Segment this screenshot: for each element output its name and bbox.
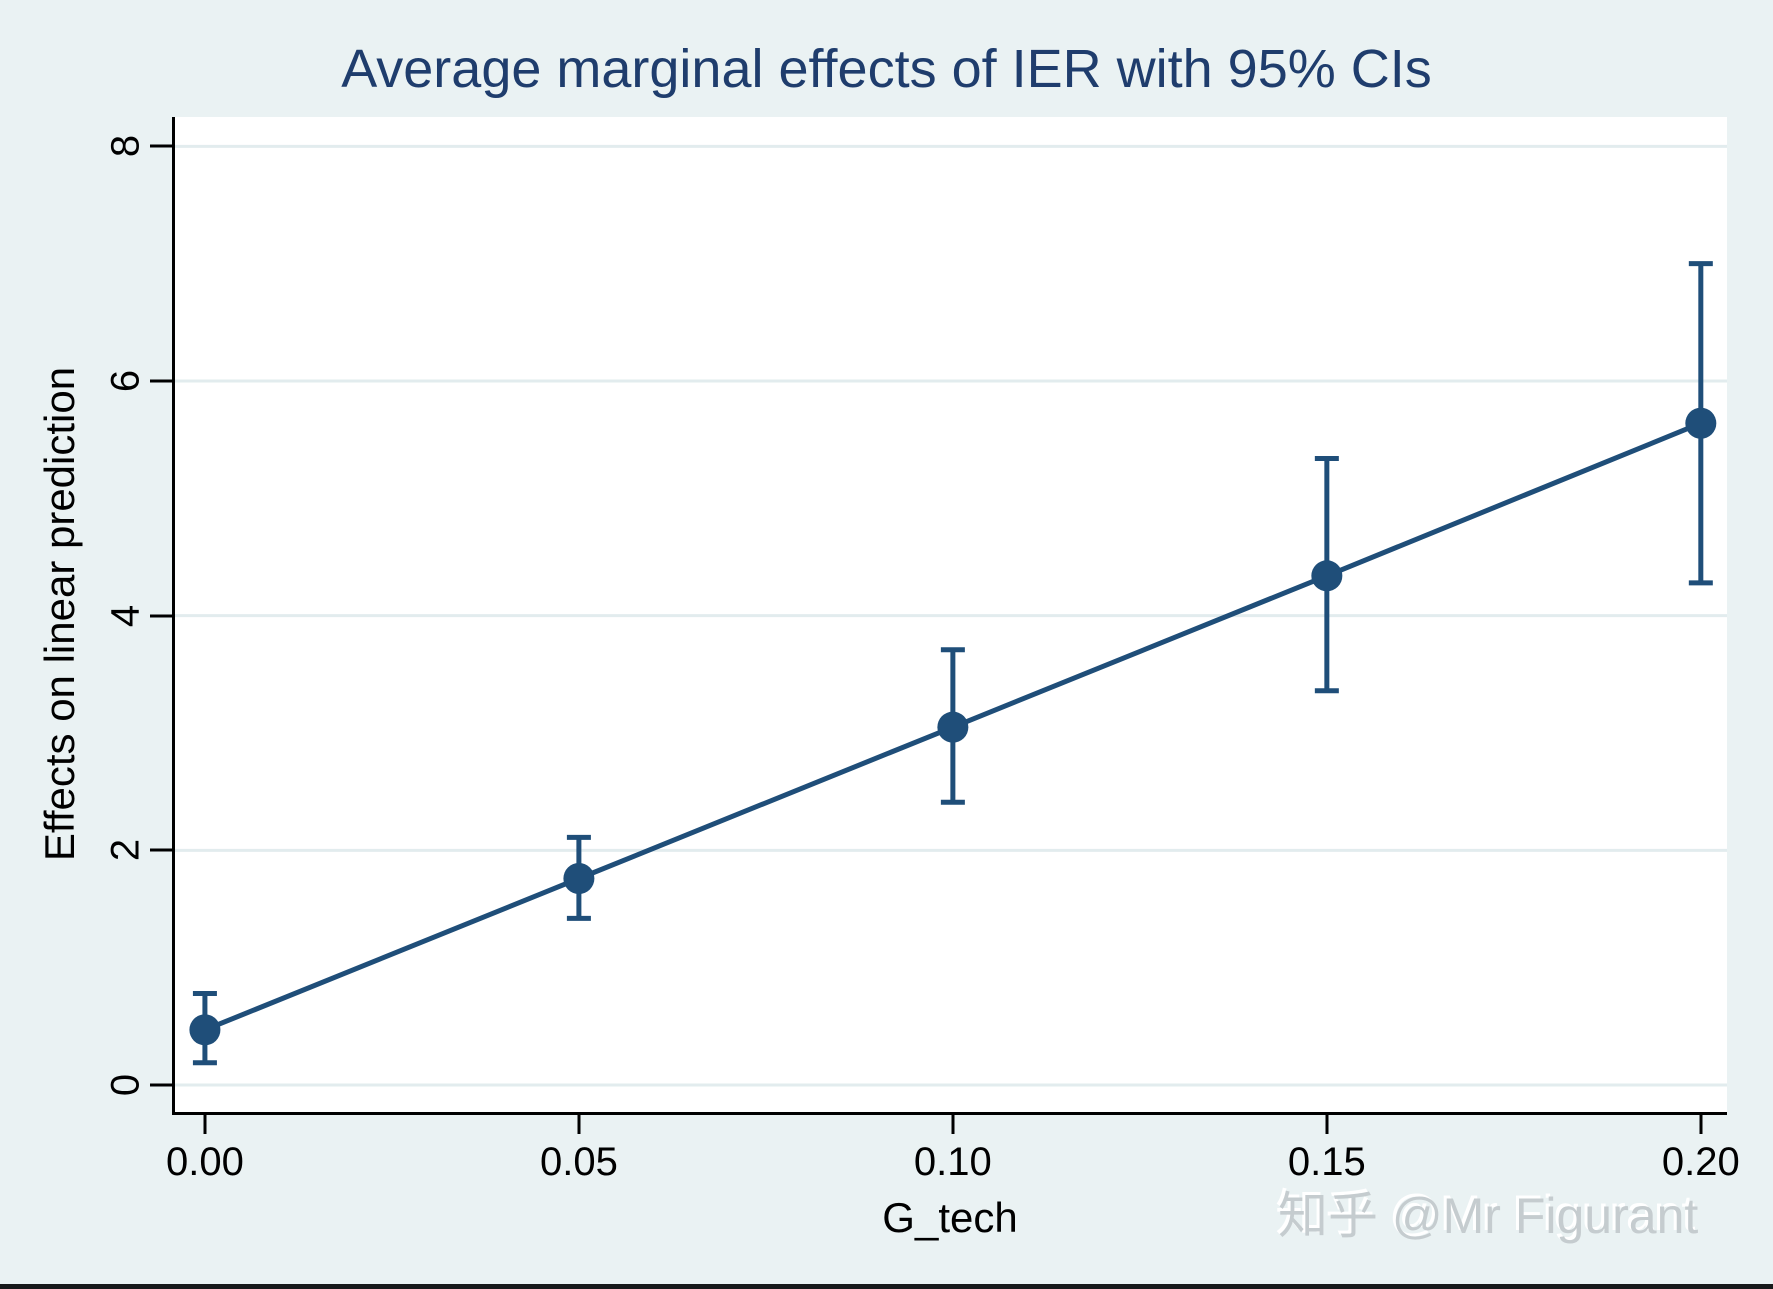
- x-tick-label: 0.05: [539, 1140, 618, 1184]
- y-tick-mark: [150, 614, 172, 618]
- data-point-marker: [189, 1014, 221, 1046]
- y-tick-mark: [150, 144, 172, 148]
- y-tick-label: 6: [103, 369, 148, 393]
- bottom-border-bar: [0, 1284, 1773, 1289]
- watermark: 知乎 @Mr Figurant: [1278, 1188, 1699, 1244]
- y-axis-title: Effects on linear prediction: [36, 366, 83, 862]
- x-tick-label: 0.10: [913, 1140, 992, 1184]
- y-tick-label: 8: [103, 135, 148, 158]
- x-tick-mark: [577, 1115, 581, 1134]
- x-tick-label: 0.15: [1287, 1140, 1366, 1184]
- data-point-marker: [1311, 560, 1343, 592]
- x-tick-mark: [951, 1115, 955, 1134]
- chart-svg: [175, 144, 1727, 1087]
- y-tick-mark: [150, 848, 172, 852]
- x-tick-mark: [203, 1115, 207, 1134]
- y-tick-label: 4: [103, 604, 148, 627]
- y-tick-mark: [150, 379, 172, 383]
- y-tick-label: 0: [103, 1073, 148, 1097]
- x-axis-title: G_tech: [882, 1194, 1018, 1241]
- plot-area: [172, 117, 1727, 1115]
- data-point-marker: [563, 863, 595, 895]
- data-point-marker: [1685, 407, 1717, 439]
- x-tick-label: 0.20: [1661, 1140, 1740, 1184]
- x-tick-label: 0.00: [165, 1140, 244, 1184]
- y-tick-label: 2: [103, 839, 148, 862]
- x-tick-mark: [1699, 1115, 1703, 1134]
- chart-title: Average marginal effects of IER with 95%…: [341, 39, 1432, 99]
- data-point-marker: [937, 711, 969, 743]
- y-tick-mark: [150, 1083, 172, 1087]
- x-tick-mark: [1325, 1115, 1329, 1134]
